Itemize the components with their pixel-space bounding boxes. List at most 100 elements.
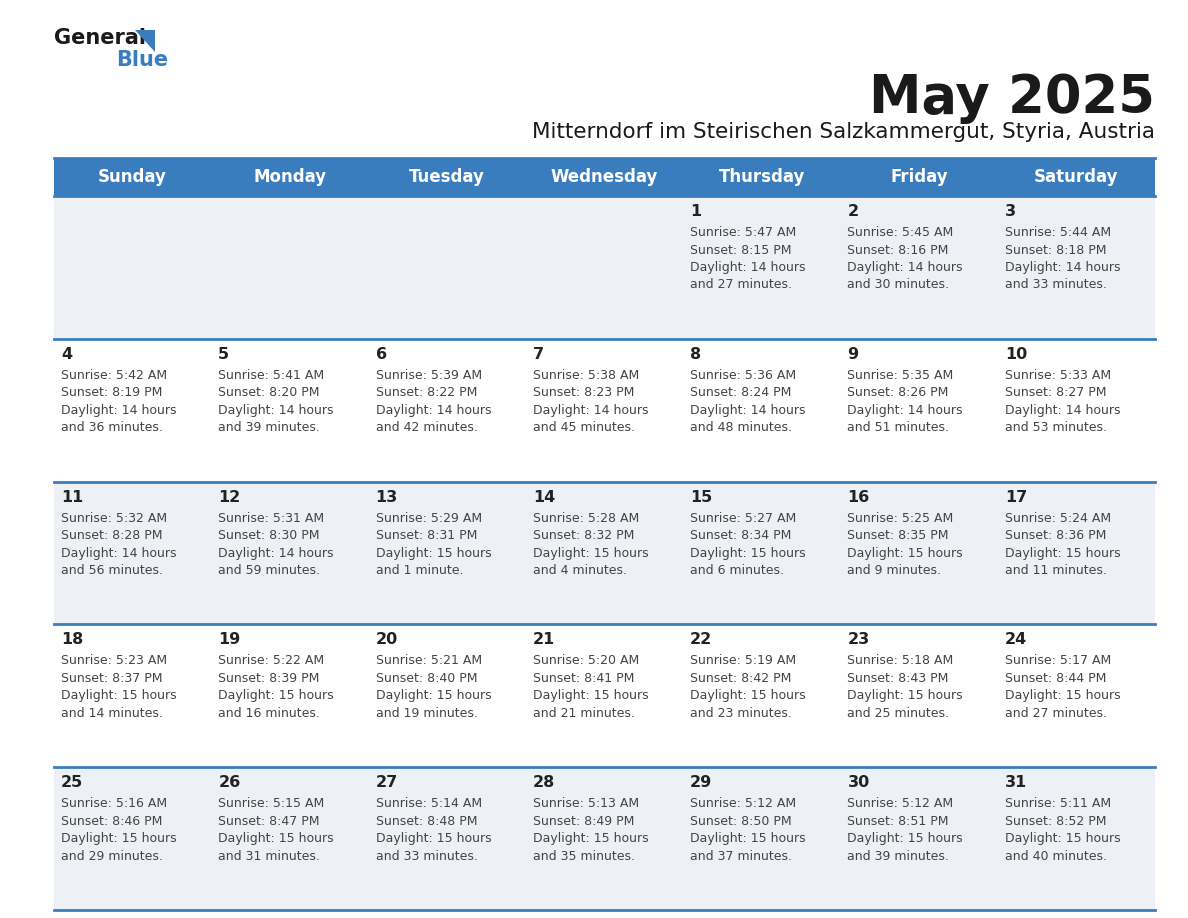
Text: Sunset: 8:18 PM: Sunset: 8:18 PM (1005, 243, 1106, 256)
Text: Sunrise: 5:27 AM: Sunrise: 5:27 AM (690, 511, 796, 524)
Text: Sunrise: 5:12 AM: Sunrise: 5:12 AM (847, 797, 954, 811)
Text: Sunrise: 5:35 AM: Sunrise: 5:35 AM (847, 369, 954, 382)
Text: Sunrise: 5:32 AM: Sunrise: 5:32 AM (61, 511, 168, 524)
Text: Daylight: 14 hours: Daylight: 14 hours (219, 404, 334, 417)
Text: 9: 9 (847, 347, 859, 362)
Text: Sunset: 8:52 PM: Sunset: 8:52 PM (1005, 814, 1106, 828)
Text: and 6 minutes.: and 6 minutes. (690, 564, 784, 577)
Text: Daylight: 14 hours: Daylight: 14 hours (1005, 404, 1120, 417)
Text: Daylight: 14 hours: Daylight: 14 hours (375, 404, 491, 417)
Text: 24: 24 (1005, 633, 1026, 647)
Text: Daylight: 15 hours: Daylight: 15 hours (847, 689, 963, 702)
Text: 21: 21 (533, 633, 555, 647)
Text: Sunset: 8:28 PM: Sunset: 8:28 PM (61, 529, 163, 543)
Text: and 14 minutes.: and 14 minutes. (61, 707, 163, 720)
Text: 16: 16 (847, 489, 870, 505)
Text: Sunrise: 5:20 AM: Sunrise: 5:20 AM (533, 655, 639, 667)
Text: General: General (53, 28, 146, 48)
Text: Daylight: 15 hours: Daylight: 15 hours (219, 689, 334, 702)
Text: Friday: Friday (890, 168, 948, 186)
Text: Daylight: 15 hours: Daylight: 15 hours (533, 833, 649, 845)
Text: Sunset: 8:19 PM: Sunset: 8:19 PM (61, 386, 163, 399)
Text: Daylight: 14 hours: Daylight: 14 hours (1005, 261, 1120, 274)
Bar (998, 158, 1155, 196)
Text: and 53 minutes.: and 53 minutes. (1005, 421, 1107, 434)
Text: Daylight: 14 hours: Daylight: 14 hours (690, 404, 805, 417)
Text: Sunset: 8:32 PM: Sunset: 8:32 PM (533, 529, 634, 543)
Polygon shape (135, 30, 154, 52)
Text: and 35 minutes.: and 35 minutes. (533, 850, 634, 863)
Text: Sunset: 8:48 PM: Sunset: 8:48 PM (375, 814, 478, 828)
Text: 20: 20 (375, 633, 398, 647)
Text: and 48 minutes.: and 48 minutes. (690, 421, 792, 434)
Bar (368, 158, 526, 196)
Text: 5: 5 (219, 347, 229, 362)
Text: Sunrise: 5:44 AM: Sunrise: 5:44 AM (1005, 226, 1111, 239)
Text: Blue: Blue (116, 50, 169, 70)
Text: and 11 minutes.: and 11 minutes. (1005, 564, 1106, 577)
Text: Sunset: 8:24 PM: Sunset: 8:24 PM (690, 386, 791, 399)
Text: Sunset: 8:23 PM: Sunset: 8:23 PM (533, 386, 634, 399)
Text: Sunrise: 5:23 AM: Sunrise: 5:23 AM (61, 655, 168, 667)
Text: and 39 minutes.: and 39 minutes. (847, 850, 949, 863)
Text: Wednesday: Wednesday (551, 168, 658, 186)
Text: and 33 minutes.: and 33 minutes. (375, 850, 478, 863)
Text: and 39 minutes.: and 39 minutes. (219, 421, 320, 434)
Bar (53, 624, 1155, 767)
Text: Daylight: 15 hours: Daylight: 15 hours (690, 546, 805, 560)
Text: 3: 3 (1005, 204, 1016, 219)
Text: Sunday: Sunday (99, 168, 168, 186)
Text: and 19 minutes.: and 19 minutes. (375, 707, 478, 720)
Text: Daylight: 15 hours: Daylight: 15 hours (1005, 546, 1120, 560)
Bar (840, 158, 998, 196)
Text: 12: 12 (219, 489, 240, 505)
Text: Sunrise: 5:15 AM: Sunrise: 5:15 AM (219, 797, 324, 811)
Text: and 42 minutes.: and 42 minutes. (375, 421, 478, 434)
Text: 15: 15 (690, 489, 713, 505)
Text: and 40 minutes.: and 40 minutes. (1005, 850, 1107, 863)
Text: 1: 1 (690, 204, 701, 219)
Bar (53, 158, 211, 196)
Bar (53, 339, 1155, 482)
Text: and 27 minutes.: and 27 minutes. (690, 278, 792, 292)
Text: and 16 minutes.: and 16 minutes. (219, 707, 320, 720)
Text: Daylight: 14 hours: Daylight: 14 hours (61, 546, 177, 560)
Text: Sunset: 8:47 PM: Sunset: 8:47 PM (219, 814, 320, 828)
Text: Sunrise: 5:11 AM: Sunrise: 5:11 AM (1005, 797, 1111, 811)
Text: Sunset: 8:15 PM: Sunset: 8:15 PM (690, 243, 791, 256)
Text: and 56 minutes.: and 56 minutes. (61, 564, 163, 577)
Text: and 29 minutes.: and 29 minutes. (61, 850, 163, 863)
Text: Sunset: 8:34 PM: Sunset: 8:34 PM (690, 529, 791, 543)
Text: Sunrise: 5:25 AM: Sunrise: 5:25 AM (847, 511, 954, 524)
Text: Daylight: 15 hours: Daylight: 15 hours (533, 546, 649, 560)
Text: Daylight: 15 hours: Daylight: 15 hours (61, 689, 177, 702)
Text: and 31 minutes.: and 31 minutes. (219, 850, 320, 863)
Text: Sunrise: 5:33 AM: Sunrise: 5:33 AM (1005, 369, 1111, 382)
Text: Daylight: 14 hours: Daylight: 14 hours (847, 261, 963, 274)
Text: Sunrise: 5:14 AM: Sunrise: 5:14 AM (375, 797, 481, 811)
Text: and 21 minutes.: and 21 minutes. (533, 707, 634, 720)
Text: Sunset: 8:16 PM: Sunset: 8:16 PM (847, 243, 949, 256)
Text: Daylight: 15 hours: Daylight: 15 hours (375, 689, 491, 702)
Text: Daylight: 14 hours: Daylight: 14 hours (690, 261, 805, 274)
Text: Tuesday: Tuesday (410, 168, 485, 186)
Text: Sunset: 8:30 PM: Sunset: 8:30 PM (219, 529, 320, 543)
Text: 30: 30 (847, 775, 870, 790)
Text: Sunset: 8:26 PM: Sunset: 8:26 PM (847, 386, 949, 399)
Text: 19: 19 (219, 633, 240, 647)
Text: Sunrise: 5:42 AM: Sunrise: 5:42 AM (61, 369, 168, 382)
Text: and 27 minutes.: and 27 minutes. (1005, 707, 1107, 720)
Bar (53, 196, 1155, 339)
Text: 7: 7 (533, 347, 544, 362)
Text: Sunrise: 5:39 AM: Sunrise: 5:39 AM (375, 369, 481, 382)
Text: Daylight: 15 hours: Daylight: 15 hours (690, 689, 805, 702)
Text: 17: 17 (1005, 489, 1026, 505)
Text: Daylight: 15 hours: Daylight: 15 hours (847, 833, 963, 845)
Text: Sunrise: 5:19 AM: Sunrise: 5:19 AM (690, 655, 796, 667)
Text: Daylight: 14 hours: Daylight: 14 hours (847, 404, 963, 417)
Bar (211, 158, 368, 196)
Text: 13: 13 (375, 489, 398, 505)
Text: Sunrise: 5:41 AM: Sunrise: 5:41 AM (219, 369, 324, 382)
Text: Sunset: 8:35 PM: Sunset: 8:35 PM (847, 529, 949, 543)
Text: and 1 minute.: and 1 minute. (375, 564, 463, 577)
